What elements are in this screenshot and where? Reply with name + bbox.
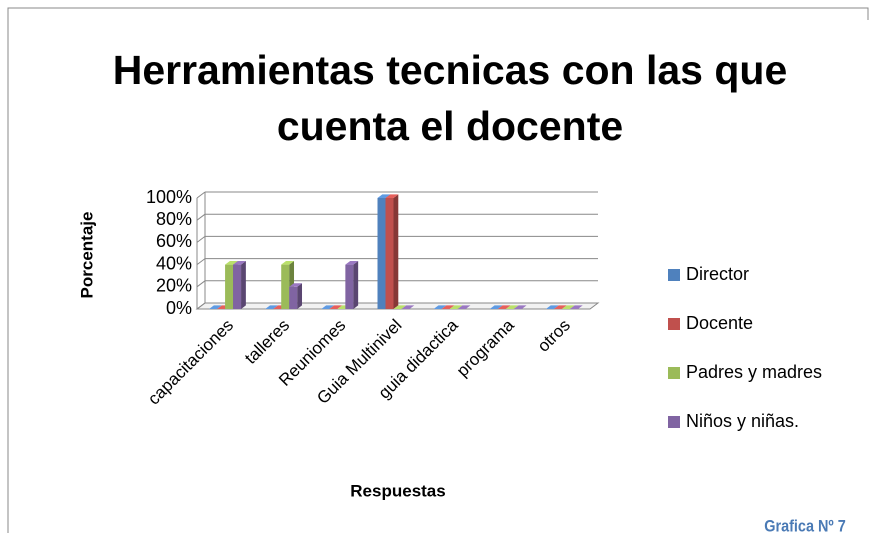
legend-label: Docente [686, 313, 753, 333]
bar-top [281, 261, 295, 265]
y-axis-label: Porcentaje [77, 212, 96, 299]
bar-top [441, 305, 455, 309]
bar [225, 264, 234, 309]
grid-line-side [196, 302, 206, 310]
legend-swatch [668, 416, 680, 428]
bar-top [489, 305, 503, 309]
bar-top [505, 305, 519, 309]
bar-top [457, 305, 471, 309]
x-tick-label: capacitaciones [144, 316, 237, 409]
chart-title: Herramientas tecnicas con las que cuenta… [112, 47, 788, 149]
bar-top [377, 194, 391, 198]
bar-side [353, 261, 359, 309]
grid-line-side [196, 258, 206, 266]
x-tick-label: otros [534, 316, 574, 356]
bar-top [545, 305, 559, 309]
y-tick-label: 40% [156, 253, 192, 273]
bar-top [209, 305, 222, 309]
y-tick-label: 80% [156, 209, 192, 229]
grid-line-side [196, 213, 206, 221]
bar-top [233, 261, 246, 265]
bar [281, 264, 290, 309]
bar [385, 198, 394, 309]
bar-top [289, 283, 303, 287]
x-tick-label: programa [453, 315, 518, 380]
legend-label: Niños y niñas. [686, 411, 799, 431]
legend-swatch [668, 318, 680, 330]
bar-top [345, 261, 359, 265]
annotation: Grafica Nº 7 [764, 517, 846, 533]
legend-label: Padres y madres [686, 362, 822, 382]
bar-side [393, 194, 399, 309]
grid-line-side [196, 191, 206, 199]
bar-top [401, 305, 415, 309]
bar-top [433, 305, 447, 309]
bar-top [225, 261, 238, 265]
grid-line-side [196, 235, 206, 243]
bar-top [393, 305, 407, 309]
y-tick-label: 100% [146, 187, 192, 207]
bar-top [321, 305, 335, 309]
bar-side [297, 283, 303, 309]
frame [7, 7, 869, 533]
bar-top [265, 305, 279, 309]
bar-top [513, 305, 527, 309]
y-tick-label: 60% [156, 231, 192, 251]
bar-top [553, 305, 567, 309]
bar-top [449, 305, 463, 309]
legend-label: Director [686, 264, 749, 284]
bar-side [241, 261, 246, 309]
grid-line-side [196, 280, 206, 288]
bar [345, 264, 354, 309]
legend-swatch [668, 269, 680, 281]
bar-top [329, 305, 343, 309]
bar [289, 286, 298, 309]
y-tick-label: 20% [156, 276, 192, 296]
x-tick-label: talleres [241, 316, 293, 368]
bar-top [497, 305, 511, 309]
bar-top [385, 194, 399, 198]
bar-top [569, 305, 583, 309]
y-tick-label: 0% [166, 298, 192, 318]
legend-swatch [668, 367, 680, 379]
bar [233, 264, 242, 309]
bar [377, 198, 386, 309]
bar-top [561, 305, 575, 309]
x-axis-label: Respuestas [350, 481, 445, 500]
